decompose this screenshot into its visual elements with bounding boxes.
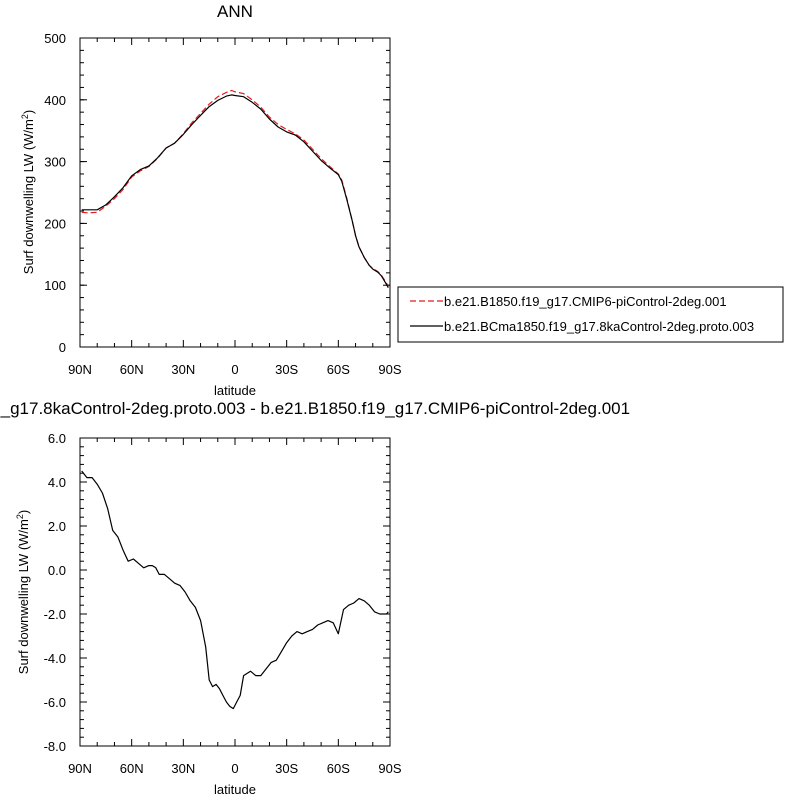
- top-x-axis-label: latitude: [214, 383, 256, 398]
- bottom-y-tick-label: -6.0: [44, 695, 66, 710]
- bottom-x-tick-label: 90N: [68, 761, 92, 776]
- bottom-y-tick-label: 2.0: [48, 519, 66, 534]
- top-y-axis-label-sup: 2: [20, 114, 30, 119]
- bottom-x-tick-label: 30S: [275, 761, 298, 776]
- top-y-axis-label-main: Surf downwelling LW (W/m: [21, 119, 36, 274]
- top-y-axis-label-tail: ): [21, 110, 36, 114]
- bottom-y-axis-label: Surf downwelling LW (W/m2): [15, 510, 31, 674]
- top-series-group: [81, 89, 389, 288]
- bottom-x-tick-label: 60S: [327, 761, 350, 776]
- bottom-y-axis-label-sup: 2: [15, 514, 25, 519]
- top-x-tick-label: 60S: [327, 362, 350, 377]
- top-x-tick-label: 0: [231, 362, 238, 377]
- top-y-axis-label: Surf downwelling LW (W/m2): [20, 110, 36, 274]
- bottom-x-tick-label: 0: [231, 761, 238, 776]
- top-y-tick-label: 400: [44, 93, 66, 108]
- bottom-y-tick-labels: -8.0 -6.0 -4.0 -2.0 0.0 2.0 4.0 6.0: [44, 431, 66, 754]
- top-chart-title: ANN: [217, 2, 253, 21]
- top-plot-frame: [79, 37, 391, 348]
- bottom-plot-frame: [79, 437, 391, 747]
- legend-label-series-1: b.e21.B1850.f19_g17.CMIP6-piControl-2deg…: [444, 294, 727, 309]
- top-axis-ticks: [79, 37, 391, 348]
- bottom-x-tick-label: 90S: [378, 761, 401, 776]
- bottom-y-axis-label-tail: ): [16, 510, 31, 514]
- bottom-y-tick-label: -2.0: [44, 607, 66, 622]
- bottom-x-tick-label: 60N: [120, 761, 144, 776]
- top-x-tick-label: 30S: [275, 362, 298, 377]
- top-series-line-2: [81, 94, 389, 288]
- bottom-y-tick-label: 4.0: [48, 475, 66, 490]
- panel-annual-mean: ANN 90N 60N 30N 0 30S 60S 90S 0 100 200 300 400 500…: [20, 2, 402, 398]
- top-x-tick-label: 90S: [378, 362, 401, 377]
- panel-difference: b.e21.BCma1850.f19_g17.8kaControl-2deg.p…: [0, 399, 630, 797]
- bottom-y-tick-label: 0.0: [48, 563, 66, 578]
- bottom-series-line-1: [81, 470, 389, 710]
- bottom-y-tick-label: -4.0: [44, 651, 66, 666]
- top-y-tick-label: 100: [44, 278, 66, 293]
- bottom-axis-ticks: [79, 437, 391, 747]
- bottom-y-tick-label: 6.0: [48, 431, 66, 446]
- top-y-tick-label: 300: [44, 155, 66, 170]
- top-x-tick-label: 30N: [171, 362, 195, 377]
- top-y-tick-label: 0: [59, 340, 66, 355]
- top-x-tick-labels: 90N 60N 30N 0 30S 60S 90S: [68, 362, 402, 377]
- bottom-y-axis-label-main: Surf downwelling LW (W/m: [16, 519, 31, 674]
- bottom-x-axis-label: latitude: [214, 782, 256, 797]
- bottom-x-tick-labels: 90N 60N 30N 0 30S 60S 90S: [68, 761, 402, 776]
- bottom-y-tick-label: -8.0: [44, 739, 66, 754]
- top-y-tick-label: 200: [44, 216, 66, 231]
- top-series-line-1: [81, 89, 389, 287]
- legend: b.e21.B1850.f19_g17.CMIP6-piControl-2deg…: [397, 286, 784, 343]
- bottom-chart-title: b.e21.BCma1850.f19_g17.8kaControl-2deg.p…: [0, 399, 630, 418]
- legend-label-series-2: b.e21.BCma1850.f19_g17.8kaControl-2deg.p…: [444, 319, 754, 334]
- bottom-x-tick-label: 30N: [171, 761, 195, 776]
- top-x-tick-label: 90N: [68, 362, 92, 377]
- top-x-tick-label: 60N: [120, 362, 144, 377]
- bottom-series-group: [81, 470, 389, 710]
- top-y-tick-labels: 0 100 200 300 400 500: [44, 31, 66, 355]
- top-y-tick-label: 500: [44, 31, 66, 46]
- legend-frame: [397, 286, 784, 343]
